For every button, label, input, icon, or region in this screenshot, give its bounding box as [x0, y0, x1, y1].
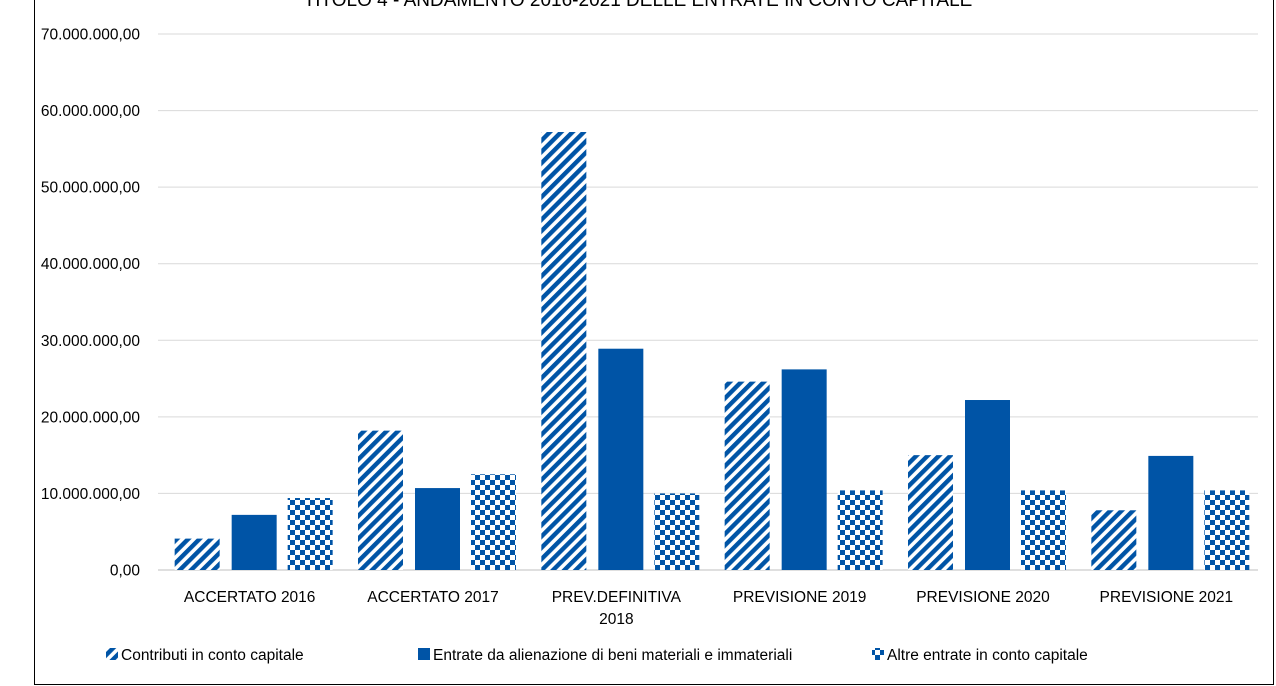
legend-label: Contributi in conto capitale [121, 647, 304, 664]
bar-2-6 [1148, 455, 1194, 570]
bar-3-5 [1021, 490, 1066, 570]
legend-swatch [418, 648, 430, 660]
x-axis-categories: ACCERTATO 2016 ACCERTATO 2017 PREV.DEFINIT… [184, 589, 1233, 628]
category-label: 2018 [599, 611, 633, 628]
bar-1-4 [724, 381, 770, 570]
chart-frame [34, 0, 1274, 685]
legend-label: Entrate da alienazione di beni materiali… [433, 647, 792, 664]
y-tick-label: 20.000.000,00 [41, 409, 141, 426]
y-tick-label: 70.000.000,00 [41, 27, 141, 44]
y-tick-label: 50.000.000,00 [41, 180, 141, 197]
legend-label: Altre entrate in conto capitale [887, 647, 1088, 664]
bar-3-2 [471, 474, 516, 570]
category-label: PREVISIONE 2020 [916, 589, 1050, 606]
y-axis-ticks: 0,00 10.000.000,00 20.000.000,00 30.000.000… [41, 27, 141, 580]
bar-1-1 [174, 538, 220, 570]
category-label: PREVISIONE 2019 [733, 589, 867, 606]
bar-1-5 [908, 455, 953, 570]
legend-swatch [106, 648, 118, 660]
legend: Contributi in conto capitale Entrate da a… [106, 647, 1088, 664]
category-label: ACCERTATO 2017 [367, 589, 499, 606]
bar-2-2 [415, 488, 460, 570]
category-label: PREVISIONE 2021 [1100, 589, 1234, 606]
y-tick-label: 30.000.000,00 [41, 333, 141, 350]
bar-1-6 [1091, 510, 1137, 570]
y-tick-label: 60.000.000,00 [41, 103, 141, 120]
legend-swatch [872, 648, 884, 660]
bar-1-2 [358, 430, 403, 570]
category-label: ACCERTATO 2016 [184, 589, 316, 606]
bar-2-5 [965, 400, 1010, 570]
bar-3-3 [654, 493, 700, 570]
y-tick-label: 0,00 [110, 563, 141, 580]
bar-2-4 [781, 369, 827, 570]
y-tick-label: 10.000.000,00 [41, 486, 141, 503]
bar-1-3 [541, 132, 587, 571]
bar-3-6 [1204, 490, 1250, 570]
bar-3-1 [287, 498, 333, 570]
bars [174, 132, 1250, 571]
category-label: PREV.DEFINITIVA [552, 589, 682, 606]
gridlines [158, 33, 1258, 571]
bar-2-1 [231, 514, 277, 570]
y-tick-label: 40.000.000,00 [41, 256, 141, 273]
bar-2-3 [598, 348, 644, 570]
chart-title: TITOLO 4 - ANDAMENTO 2016-2021 DELLE ENT… [303, 0, 973, 11]
bar-3-4 [837, 490, 883, 570]
